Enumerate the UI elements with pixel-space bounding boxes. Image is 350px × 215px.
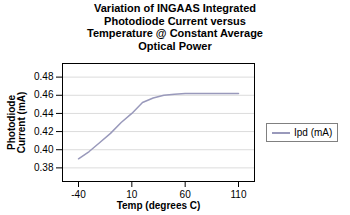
svg-text:0.46: 0.46: [34, 89, 54, 100]
svg-text:110: 110: [231, 188, 247, 199]
svg-text:0.48: 0.48: [34, 71, 54, 82]
svg-text:-40: -40: [71, 188, 86, 199]
svg-text:0.38: 0.38: [34, 162, 54, 173]
svg-text:0.44: 0.44: [34, 107, 54, 118]
html-text:Variation of INGAAS Integrated: Variation of INGAAS Integrated Photodiod…: [87, 2, 263, 52]
svg-text:0.42: 0.42: [34, 125, 54, 136]
svg-text:60: 60: [180, 188, 192, 199]
svg-text:0.40: 0.40: [34, 143, 54, 154]
html-text:Ipd (mA): Ipd (mA): [294, 127, 333, 139]
svg-text:PhotodiodeCurrent (mA): PhotodiodeCurrent (mA): [6, 91, 27, 153]
svg-text:10: 10: [126, 188, 138, 199]
svg-text:Temp (degrees C): Temp (degrees C): [117, 199, 201, 210]
